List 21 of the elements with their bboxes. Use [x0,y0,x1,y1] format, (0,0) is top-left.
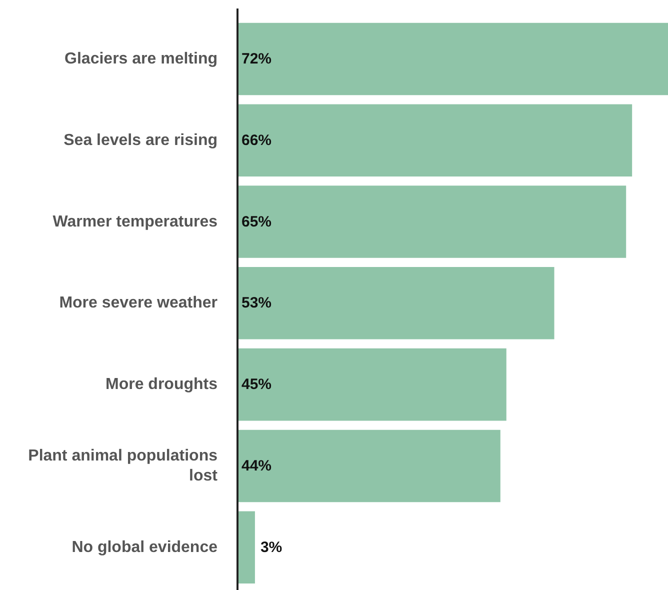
y-tick-label: Plant animal populations lost [28,447,218,485]
y-tick-label: More severe weather [59,294,218,312]
y-tick-label: More droughts [106,376,218,394]
data-label: 45% [242,376,272,394]
y-tick-label: Glaciers are melting [64,50,218,68]
bar [238,347,508,422]
y-tick-label: No global evidence [72,538,218,556]
y-tick-label: Sea levels are rising [64,132,218,149]
bar [238,428,502,504]
data-label: 53% [242,294,272,312]
data-label: 44% [242,457,272,474]
y-tick-label: Warmer temperatures [52,213,218,230]
bar [238,266,556,340]
data-label: 66% [242,132,272,149]
bar [238,184,628,259]
bar [238,103,634,178]
bar [238,22,668,96]
data-label: 3% [260,538,282,556]
data-label: 65% [242,213,272,230]
data-label: 72% [242,50,272,68]
bar [238,510,256,584]
